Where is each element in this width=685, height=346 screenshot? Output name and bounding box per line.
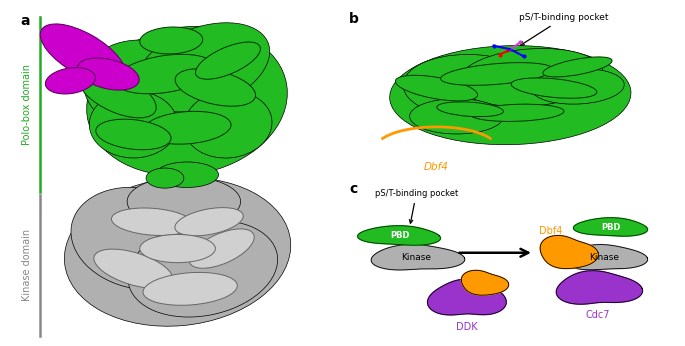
Ellipse shape	[71, 187, 208, 290]
Ellipse shape	[146, 168, 184, 188]
Ellipse shape	[155, 162, 219, 188]
Ellipse shape	[195, 42, 260, 79]
Ellipse shape	[136, 23, 270, 112]
Polygon shape	[573, 218, 647, 236]
Polygon shape	[564, 245, 647, 270]
Text: Dbf4: Dbf4	[539, 226, 562, 236]
Ellipse shape	[128, 220, 277, 317]
Ellipse shape	[64, 177, 290, 326]
Ellipse shape	[184, 91, 272, 158]
Ellipse shape	[175, 208, 243, 236]
Polygon shape	[427, 279, 506, 315]
Polygon shape	[371, 245, 464, 270]
Ellipse shape	[140, 235, 215, 263]
Text: b: b	[349, 12, 359, 26]
Ellipse shape	[84, 40, 209, 135]
Polygon shape	[461, 270, 509, 295]
Ellipse shape	[79, 71, 156, 118]
Polygon shape	[556, 271, 643, 304]
Ellipse shape	[143, 111, 231, 144]
Ellipse shape	[437, 102, 503, 117]
Text: Kinase: Kinase	[401, 253, 432, 262]
Text: PBD: PBD	[601, 223, 621, 232]
Text: Map205: Map205	[45, 36, 87, 45]
Ellipse shape	[403, 54, 537, 118]
Ellipse shape	[40, 24, 126, 84]
Ellipse shape	[140, 27, 203, 54]
Ellipse shape	[395, 75, 477, 101]
Ellipse shape	[531, 69, 624, 104]
Ellipse shape	[112, 208, 193, 235]
Text: a: a	[20, 13, 29, 28]
Ellipse shape	[89, 91, 177, 158]
Text: DDK: DDK	[456, 322, 477, 333]
Ellipse shape	[470, 104, 564, 121]
Ellipse shape	[410, 99, 503, 134]
Polygon shape	[358, 226, 440, 245]
Ellipse shape	[143, 272, 237, 305]
Text: Kinase domain: Kinase domain	[22, 229, 32, 301]
Ellipse shape	[543, 57, 612, 77]
Ellipse shape	[511, 78, 597, 98]
Text: c: c	[349, 182, 358, 195]
Ellipse shape	[45, 67, 95, 94]
Text: Dbf4: Dbf4	[424, 163, 449, 173]
Text: pS/T-binding pocket: pS/T-binding pocket	[519, 13, 609, 45]
Ellipse shape	[390, 46, 631, 145]
Text: PBD: PBD	[390, 231, 410, 240]
Text: Polo-box domain: Polo-box domain	[22, 64, 32, 145]
Text: Cdc7: Cdc7	[586, 310, 610, 320]
Ellipse shape	[127, 176, 240, 227]
Ellipse shape	[94, 249, 173, 288]
Ellipse shape	[458, 48, 603, 107]
Polygon shape	[540, 236, 599, 268]
Ellipse shape	[115, 54, 215, 94]
Ellipse shape	[96, 119, 171, 150]
Ellipse shape	[77, 58, 139, 90]
Ellipse shape	[440, 63, 553, 85]
Text: Kinase: Kinase	[589, 253, 619, 262]
Ellipse shape	[189, 229, 254, 268]
Ellipse shape	[175, 69, 256, 106]
Text: pS/T-binding pocket: pS/T-binding pocket	[375, 189, 458, 223]
Ellipse shape	[87, 26, 287, 175]
